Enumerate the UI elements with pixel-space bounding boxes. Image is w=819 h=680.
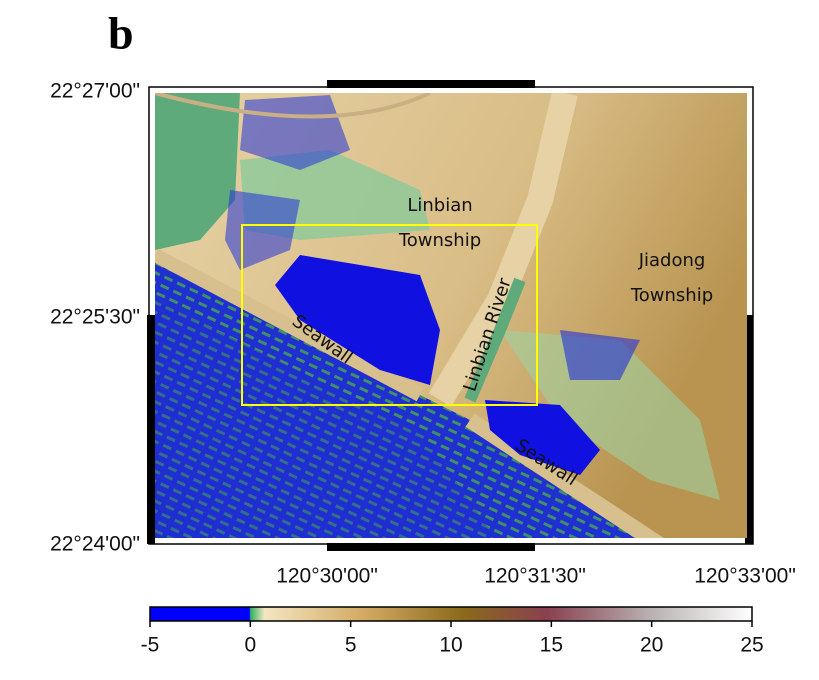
place-label: Jiadong <box>638 250 706 271</box>
colorbar-tick-label: 20 <box>640 634 663 657</box>
colorbar-tick-label: -5 <box>141 634 160 657</box>
frame-bar <box>327 543 535 551</box>
lon-label: 120°31'30" <box>484 565 586 588</box>
lat-label: 22°25'30" <box>50 306 140 329</box>
colorbar-tick-label: 5 <box>345 634 357 657</box>
lon-label: 120°30'00" <box>276 565 378 588</box>
lat-label: 22°27'00" <box>50 80 140 103</box>
place-label: Township <box>630 285 713 306</box>
colorbar-tick-label: 0 <box>244 634 256 657</box>
colorbar-tick-label: 25 <box>740 634 763 657</box>
frame-bar <box>327 80 535 88</box>
place-label: Linbian <box>407 195 472 216</box>
frame-bar <box>745 315 753 544</box>
colorbar <box>149 606 753 622</box>
colorbar-tick-label: 15 <box>540 634 563 657</box>
place-label: Township <box>398 230 481 251</box>
lon-label: 120°33'00" <box>694 565 796 588</box>
colorbar-tick-label: 10 <box>439 634 462 657</box>
lat-label: 22°24'00" <box>50 533 140 556</box>
panel-label: b <box>108 8 134 59</box>
map-image <box>155 93 747 538</box>
frame-bar <box>147 315 155 544</box>
